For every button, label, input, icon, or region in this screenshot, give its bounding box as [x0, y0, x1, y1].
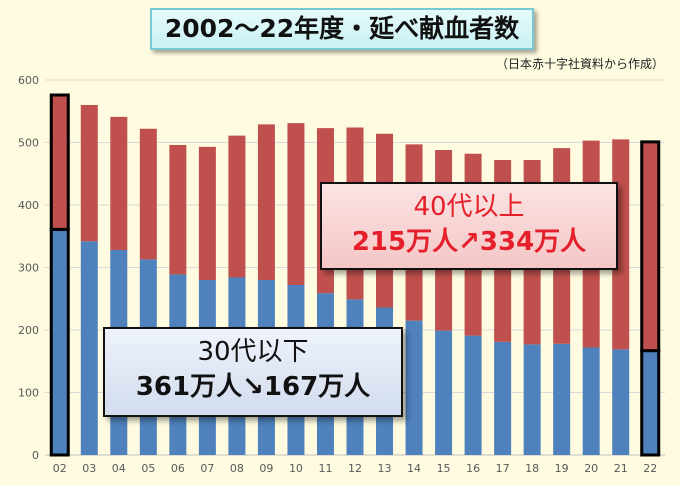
x-tick-label: 18: [525, 462, 539, 475]
x-tick-label: 10: [289, 462, 303, 475]
bar-younger-17: [494, 341, 512, 455]
x-tick-label: 04: [112, 462, 126, 475]
x-tick-label: 14: [407, 462, 421, 475]
bar-older-06: [169, 145, 187, 275]
bar-older-09: [257, 124, 275, 280]
bar-older-07: [198, 146, 216, 280]
bar-younger-20: [582, 347, 600, 455]
y-tick-label: 0: [32, 449, 39, 462]
y-tick-label: 300: [18, 262, 39, 275]
bar-older-22: [640, 140, 661, 353]
bar-younger-18: [523, 344, 541, 455]
bar-younger-02: [49, 227, 70, 457]
bar-older-10: [287, 123, 305, 285]
younger-heading: 30代以下: [197, 337, 309, 367]
y-tick-label: 400: [18, 199, 39, 212]
chart-title: 2002～22年度・延べ献血者数: [150, 8, 534, 50]
x-tick-label: 05: [141, 462, 155, 475]
younger-annotation-box: 30代以下 361万人↘167万人: [103, 327, 403, 417]
x-tick-label: 06: [171, 462, 185, 475]
bar-younger-15: [435, 330, 453, 455]
x-tick-label: 09: [259, 462, 273, 475]
x-tick-label: 07: [200, 462, 214, 475]
y-tick-label: 600: [18, 74, 39, 87]
younger-change: 361万人↘167万人: [135, 372, 371, 402]
x-tick-label: 22: [643, 462, 657, 475]
x-tick-label: 15: [437, 462, 451, 475]
older-annotation-box: 40代以上 215万人↗334万人: [320, 182, 618, 270]
y-tick-label: 200: [18, 324, 39, 337]
bar-younger-22: [640, 349, 661, 457]
x-tick-label: 11: [318, 462, 332, 475]
bar-older-05: [139, 128, 157, 260]
bar-older-03: [80, 105, 98, 242]
x-tick-label: 21: [614, 462, 628, 475]
x-tick-label: 19: [555, 462, 569, 475]
x-tick-label: 12: [348, 462, 362, 475]
source-note: （日本赤十字社資料から作成）: [495, 57, 664, 71]
x-tick-label: 20: [584, 462, 598, 475]
bar-older-02: [49, 93, 70, 231]
x-axis-ticks: 02 03 04 05 06 07 08 09 10 11 12 13 14 15 16 17 18 19 20 21…: [53, 462, 657, 475]
bar-younger-03: [80, 241, 98, 455]
x-tick-label: 13: [378, 462, 392, 475]
x-tick-label: 16: [466, 462, 480, 475]
x-tick-label: 02: [53, 462, 67, 475]
older-heading: 40代以上: [413, 192, 525, 222]
y-tick-label: 500: [18, 137, 39, 150]
bar-older-08: [228, 135, 246, 278]
x-tick-label: 08: [230, 462, 244, 475]
bar-younger-19: [553, 343, 571, 455]
bar-younger-14: [405, 320, 423, 455]
bar-older-04: [110, 116, 128, 250]
older-change: 215万人↗334万人: [351, 227, 587, 257]
y-axis-ticks: 0 100 200 300 400 500 600: [18, 74, 39, 462]
x-tick-label: 03: [82, 462, 96, 475]
bar-younger-16: [464, 335, 482, 455]
y-tick-label: 100: [18, 387, 39, 400]
bar-younger-21: [612, 349, 630, 455]
x-tick-label: 17: [496, 462, 510, 475]
